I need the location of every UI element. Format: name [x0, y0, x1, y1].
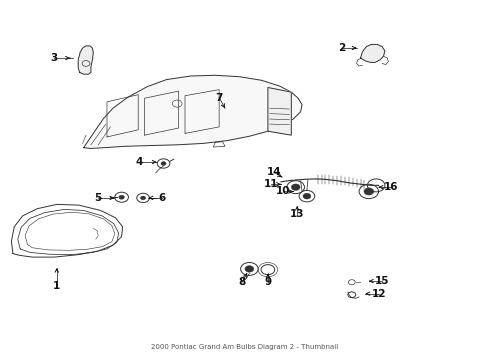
Polygon shape	[83, 75, 302, 148]
Text: 4: 4	[136, 157, 143, 167]
Text: 9: 9	[264, 277, 271, 287]
Text: 7: 7	[215, 93, 223, 103]
Text: 1: 1	[53, 281, 61, 291]
Circle shape	[363, 188, 373, 195]
Text: 14: 14	[266, 167, 281, 177]
Polygon shape	[360, 44, 384, 62]
Text: 15: 15	[374, 276, 388, 286]
Text: 11: 11	[264, 179, 278, 189]
Text: 3: 3	[51, 53, 58, 63]
Circle shape	[303, 193, 310, 199]
Circle shape	[161, 162, 166, 165]
Polygon shape	[267, 87, 291, 135]
Text: 8: 8	[238, 277, 245, 287]
Text: 10: 10	[276, 186, 290, 197]
Text: 2000 Pontiac Grand Am Bulbs Diagram 2 - Thumbnail: 2000 Pontiac Grand Am Bulbs Diagram 2 - …	[151, 345, 337, 350]
Circle shape	[291, 184, 300, 190]
Polygon shape	[78, 46, 93, 74]
Polygon shape	[11, 204, 122, 257]
Text: 12: 12	[370, 289, 385, 299]
Circle shape	[244, 266, 253, 272]
Text: 6: 6	[158, 193, 165, 203]
Text: 2: 2	[338, 43, 345, 53]
Circle shape	[140, 196, 145, 200]
Text: 16: 16	[383, 182, 397, 192]
Circle shape	[119, 195, 124, 199]
Text: 5: 5	[94, 193, 102, 203]
Text: 13: 13	[289, 209, 304, 219]
